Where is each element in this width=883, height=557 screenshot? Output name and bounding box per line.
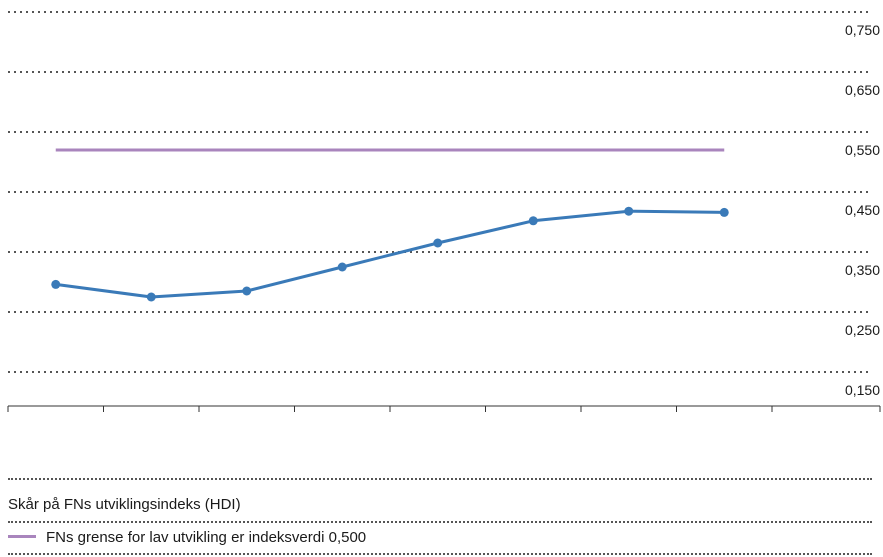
y-tick-label-0: 0,150 bbox=[845, 382, 880, 398]
y-tick-label-3: 0,450 bbox=[845, 202, 880, 218]
y-tick-label-6: 0,750 bbox=[845, 22, 880, 38]
legend-swatch-reference bbox=[8, 534, 36, 538]
y-tick-label-4: 0,550 bbox=[845, 142, 880, 158]
y-tick-label-5: 0,650 bbox=[845, 82, 880, 98]
legend-divider-middle bbox=[8, 521, 872, 523]
x-tick-label-1980: 1980 bbox=[38, 438, 74, 440]
y-tick-label-2: 0,350 bbox=[845, 262, 880, 278]
data-point-2000 bbox=[433, 238, 443, 248]
x-tick-label-2006: 2006 bbox=[611, 438, 647, 440]
x-axis: 1980 1985 1990 1995 2000 2005 2006 2007 bbox=[7, 405, 881, 440]
series-line-0 bbox=[55, 209, 725, 299]
hdi-line-chart: 0,150 0,250 0,350 0,450 0,550 0,650 0,750 1980… bbox=[7, 11, 881, 440]
legend-divider-top bbox=[8, 478, 872, 480]
x-tick-label-1990: 1990 bbox=[229, 438, 265, 440]
x-tick-label-2005: 2005 bbox=[515, 438, 551, 440]
data-point-2005 bbox=[528, 216, 538, 226]
gridlines bbox=[8, 11, 872, 373]
data-point-1990 bbox=[242, 286, 252, 296]
data-point-1980 bbox=[51, 279, 61, 289]
legend-label-reference: FNs grense for lav utvikling er indeksve… bbox=[46, 529, 367, 546]
data-point-1995 bbox=[337, 262, 347, 272]
x-tick-label-2007: 2007 bbox=[706, 438, 742, 440]
x-tick-label-2000: 2000 bbox=[420, 438, 456, 440]
data-point-2007 bbox=[719, 207, 729, 217]
legend-entry-reference: FNs grense for lav utvikling er indeksve… bbox=[8, 529, 366, 546]
y-axis-tick-labels: 0,150 0,250 0,350 0,450 0,550 0,650 0,750 bbox=[845, 22, 880, 398]
data-point-2006 bbox=[624, 206, 634, 216]
data-point-1985 bbox=[146, 292, 156, 302]
y-tick-label-1: 0,250 bbox=[845, 322, 880, 338]
legend-label-hdi: Skår på FNs utviklingsindeks (HDI) bbox=[8, 496, 241, 513]
series-layer bbox=[51, 206, 729, 302]
legend-divider-bottom bbox=[8, 553, 872, 555]
x-tick-label-1985: 1985 bbox=[133, 438, 169, 440]
x-tick-label-1995: 1995 bbox=[324, 438, 360, 440]
legend-entry-hdi: Skår på FNs utviklingsindeks (HDI) bbox=[8, 496, 241, 513]
